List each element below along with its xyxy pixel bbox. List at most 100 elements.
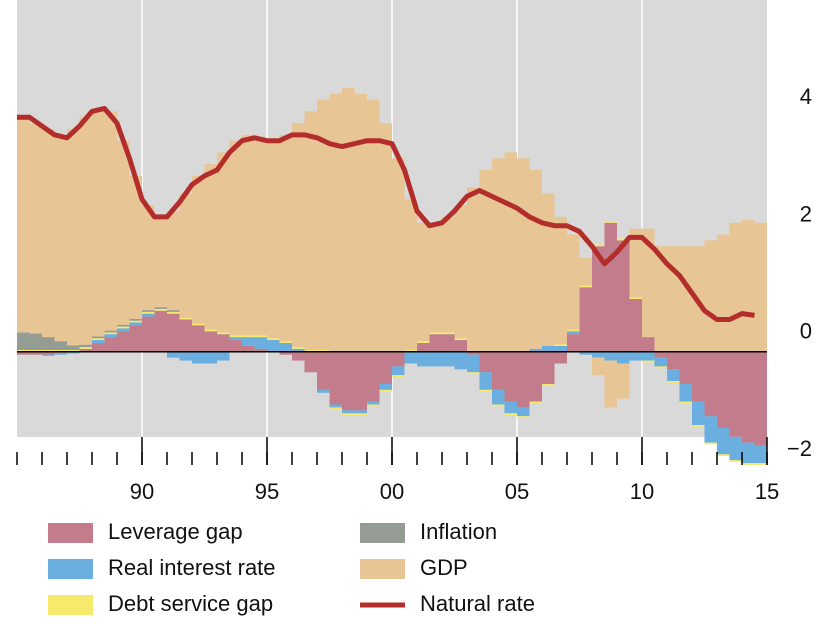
bar-segment xyxy=(504,413,517,416)
bar-segment xyxy=(442,334,455,352)
bar-segment xyxy=(279,341,292,343)
bar-segment xyxy=(329,351,342,405)
bar-segment xyxy=(754,222,767,352)
bar-segment xyxy=(717,454,730,457)
bar-segment xyxy=(642,337,655,352)
x-tick-label: 15 xyxy=(755,479,779,504)
bar-segment xyxy=(229,337,242,341)
bar-segment xyxy=(267,140,280,339)
bar-segment xyxy=(367,404,380,407)
bar-segment xyxy=(42,337,55,350)
bar-segment xyxy=(67,351,80,354)
bar-segment xyxy=(154,308,167,311)
bar-segment xyxy=(492,404,505,407)
bar-segment xyxy=(454,338,467,341)
bar-segment xyxy=(379,389,392,392)
legend-swatch xyxy=(360,523,405,543)
legend-label: Debt service gap xyxy=(108,591,273,616)
bar-segment xyxy=(367,351,380,402)
bar-segment xyxy=(429,222,442,333)
y-tick-label: 0 xyxy=(800,319,812,344)
bar-segment xyxy=(754,351,767,446)
bar-segment xyxy=(317,389,330,393)
bar-segment xyxy=(192,175,205,324)
legend-label: Inflation xyxy=(420,519,497,544)
bar-segment xyxy=(167,211,180,311)
x-tick-label: 90 xyxy=(130,479,154,504)
bar-segment xyxy=(242,337,255,346)
bar-segment xyxy=(204,329,217,332)
bar-segment xyxy=(667,381,680,383)
bar-segment xyxy=(579,287,592,352)
bar-segment xyxy=(79,348,92,352)
legend-swatch xyxy=(360,559,405,579)
bar-segment xyxy=(679,383,692,402)
bar-segment xyxy=(229,140,242,336)
bar-segment xyxy=(467,351,480,355)
bar-segment xyxy=(729,351,742,437)
bar-segment xyxy=(567,334,580,352)
bar-segment xyxy=(29,349,42,352)
bar-segment xyxy=(554,351,567,364)
bar-segment xyxy=(542,345,555,352)
bar-segment xyxy=(192,323,205,326)
bar-segment xyxy=(642,351,655,361)
bar-segment xyxy=(717,351,730,428)
bar-segment xyxy=(129,322,142,326)
bar-segment xyxy=(367,99,380,352)
bar-segment xyxy=(254,348,267,352)
bar-segment xyxy=(142,311,155,314)
bar-segment xyxy=(217,334,230,352)
bar-segment xyxy=(67,349,80,352)
legend-label: Natural rate xyxy=(420,591,535,616)
bar-segment xyxy=(604,351,617,361)
bar-segment xyxy=(342,413,355,416)
bar-segment xyxy=(179,351,192,361)
bar-segment xyxy=(279,351,292,355)
bar-segment xyxy=(54,341,67,350)
bar-segment xyxy=(579,285,592,288)
bar-segment xyxy=(254,335,267,338)
bar-segment xyxy=(567,331,580,335)
bar-segment xyxy=(117,328,130,332)
bar-segment xyxy=(629,228,642,298)
bar-segment xyxy=(692,351,705,402)
bar-segment xyxy=(129,325,142,352)
bar-segment xyxy=(92,336,105,339)
bar-segment xyxy=(517,351,530,408)
bar-segment xyxy=(154,307,167,309)
bar-segment xyxy=(504,152,517,352)
bar-segment xyxy=(342,87,355,352)
bar-segment xyxy=(142,205,155,311)
bar-segment xyxy=(467,372,480,375)
bar-segment xyxy=(679,351,692,384)
bar-segment xyxy=(417,351,430,367)
bar-segment xyxy=(104,111,117,331)
bar-segment xyxy=(129,320,142,323)
bar-segment xyxy=(304,349,317,352)
bar-segment xyxy=(592,246,605,352)
bar-segment xyxy=(104,330,117,333)
bar-segment xyxy=(254,140,267,336)
bar-segment xyxy=(217,332,230,335)
bar-segment xyxy=(417,222,430,342)
bar-segment xyxy=(542,193,555,346)
bar-segment xyxy=(742,463,755,465)
bar-segment xyxy=(154,310,167,352)
bar-segment xyxy=(242,335,255,338)
legend-label: Leverage gap xyxy=(108,519,243,544)
legend-swatch xyxy=(48,559,93,579)
bar-segment xyxy=(592,244,605,247)
bar-segment xyxy=(629,297,642,299)
bar-segment xyxy=(179,193,192,318)
bar-segment xyxy=(342,410,355,414)
bar-segment xyxy=(104,334,117,338)
bar-segment xyxy=(529,401,542,404)
bar-segment xyxy=(417,342,430,352)
bar-segment xyxy=(479,389,492,392)
bar-segment xyxy=(404,351,417,364)
y-tick-label: −2 xyxy=(787,436,812,461)
bar-segment xyxy=(204,351,217,364)
bar-segment xyxy=(317,349,330,352)
legend-swatch xyxy=(48,595,93,615)
